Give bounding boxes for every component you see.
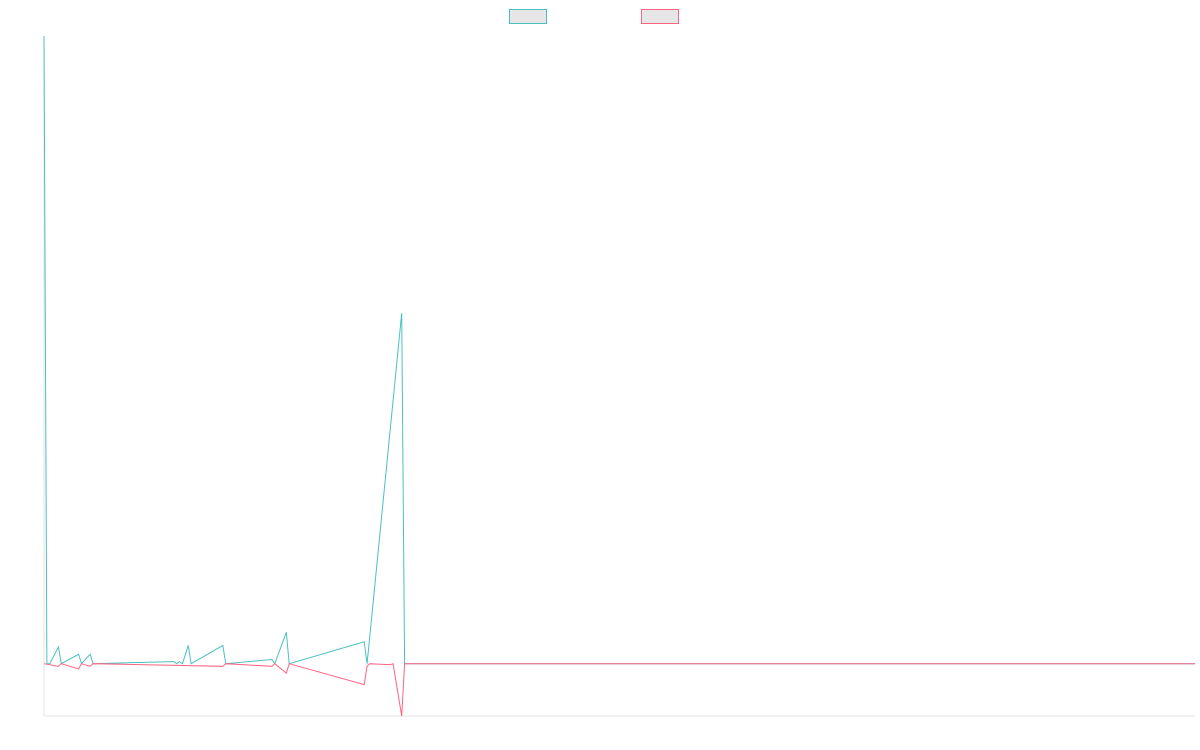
chart-legend [0,0,1200,36]
series-1-line [43,35,1195,665]
legend-swatch-series-1[interactable] [509,9,547,24]
legend-swatch-series-2[interactable] [641,9,679,24]
series-2-line [43,663,1195,717]
